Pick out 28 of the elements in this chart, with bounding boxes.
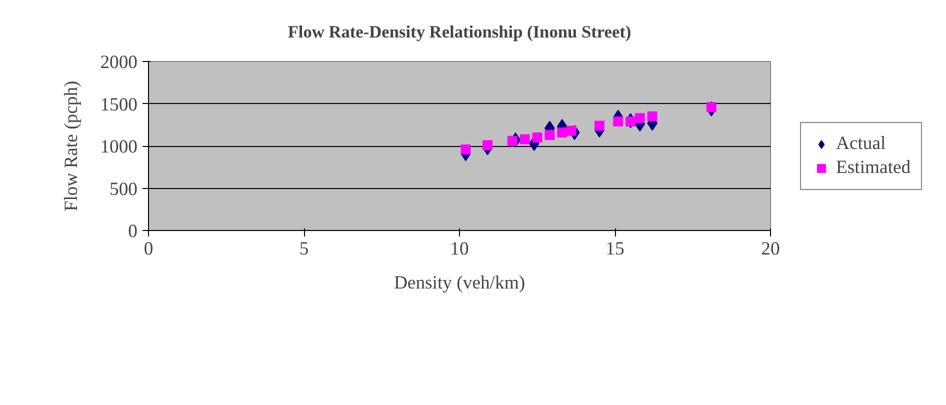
y-tick-label: 1500 [100,94,138,116]
point [520,134,530,144]
point [544,130,555,140]
y-tick-label: 1000 [100,136,138,158]
chart-title: Flow Rate-Density Relationship (Inonu Street) [288,22,632,42]
x-tick-label: 5 [299,238,309,260]
x-tick-label: 10 [450,238,469,260]
point [613,116,624,126]
point [626,116,636,126]
point [532,132,542,143]
point [507,136,518,146]
y-tick-label: 2000 [100,52,138,73]
legend-label: Estimated [836,157,911,179]
y-tick-label: 0 [128,221,138,242]
point [647,111,658,122]
point [706,102,716,112]
point [594,120,604,131]
x-axis-title: Density (veh/km) [394,272,526,294]
point [566,126,576,136]
x-tick-label: 20 [761,238,780,260]
y-axis-title: Flow Rate (pcph) [61,80,82,212]
x-tick-label: 15 [606,238,624,260]
point [557,127,568,138]
legend-label: Actual [836,133,886,155]
x-tick-label: 0 [144,238,154,260]
point [460,144,471,154]
y-tick-label: 500 [110,178,138,200]
point [634,113,645,124]
